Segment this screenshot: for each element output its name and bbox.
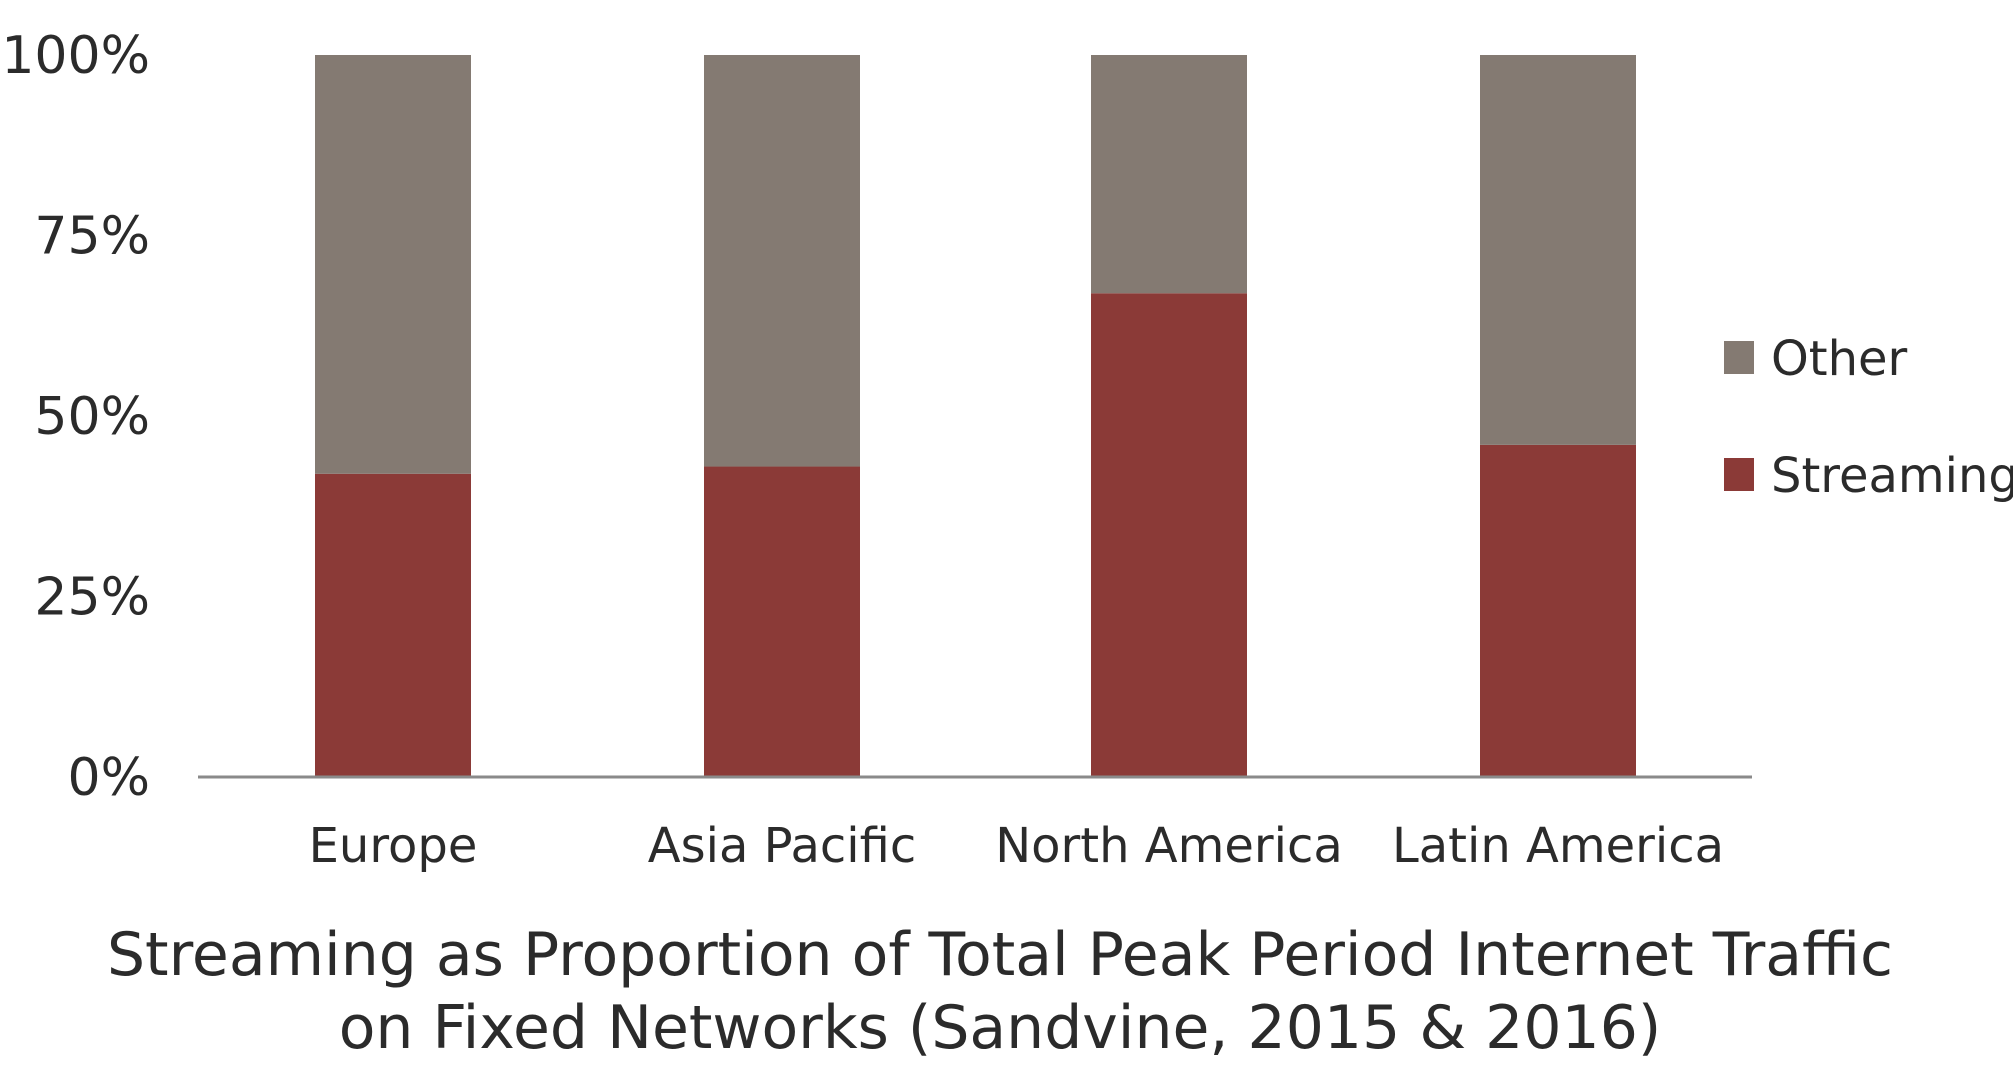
chart-title-line-1: Streaming as Proportion of Total Peak Pe…: [107, 920, 1893, 990]
y-tick-label: 0%: [68, 748, 151, 808]
legend-label-other: Other: [1771, 331, 1908, 387]
chart-title-line-2: on Fixed Networks (Sandvine, 2015 & 2016…: [339, 993, 1662, 1063]
legend-swatch-other: [1724, 341, 1754, 374]
bar-other-latin-america: [1480, 55, 1636, 445]
x-category-label: North America: [995, 818, 1343, 874]
bar-streaming-north-america: [1091, 293, 1247, 777]
bar-other-asia-pacific: [704, 55, 860, 467]
bars: [315, 55, 1636, 777]
bar-streaming-latin-america: [1480, 444, 1636, 777]
bar-other-europe: [315, 55, 471, 474]
x-axis-category-labels: Europe Asia Pacific North America Latin Ame…: [309, 818, 1724, 874]
y-tick-label: 25%: [34, 568, 150, 628]
bar-streaming-asia-pacific: [704, 466, 860, 777]
y-axis-ticks: 0% 25% 50% 75% 100%: [1, 26, 150, 808]
x-category-label: Latin America: [1392, 818, 1724, 874]
legend: Other Streaming: [1724, 331, 2013, 504]
bar-other-north-america: [1091, 55, 1247, 294]
y-tick-label: 50%: [34, 387, 150, 447]
y-tick-label: 100%: [1, 26, 150, 86]
x-category-label: Europe: [309, 818, 478, 874]
legend-label-streaming: Streaming: [1771, 448, 2013, 504]
y-tick-label: 75%: [34, 207, 150, 267]
x-category-label: Asia Pacific: [648, 818, 916, 874]
legend-swatch-streaming: [1724, 458, 1754, 491]
bar-streaming-europe: [315, 473, 471, 777]
